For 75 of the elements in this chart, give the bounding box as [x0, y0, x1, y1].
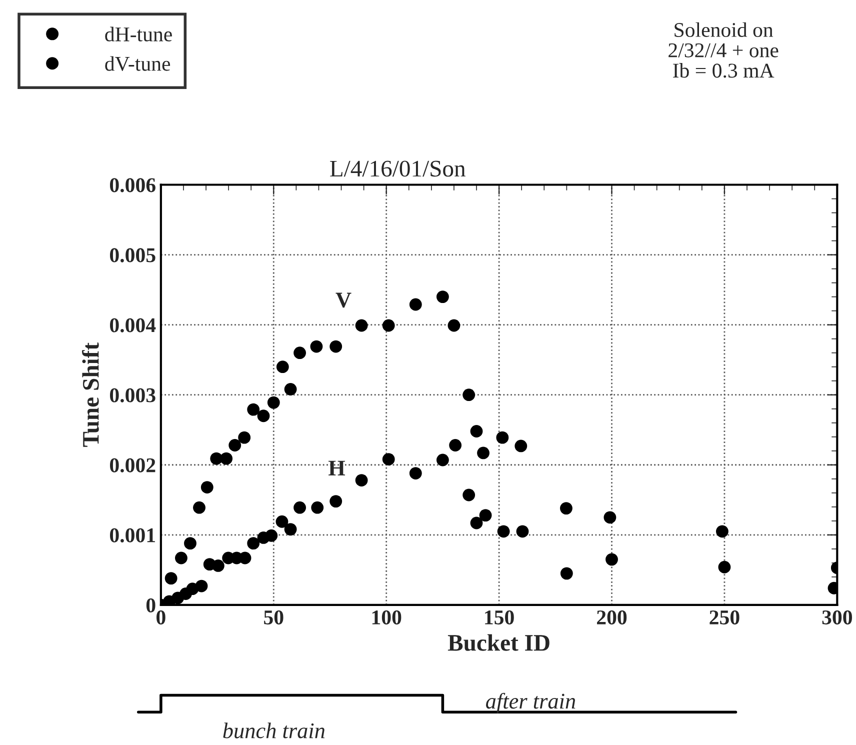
point — [436, 454, 449, 466]
point — [497, 525, 510, 538]
point — [716, 525, 728, 538]
point — [560, 567, 573, 580]
point — [238, 431, 251, 444]
point — [164, 572, 178, 585]
legend-label: dV-tune — [105, 56, 170, 71]
point — [294, 346, 306, 360]
point — [330, 340, 342, 353]
y-tick-label: 0.001 — [110, 528, 155, 542]
y-tick-label: 0 — [146, 598, 156, 612]
annotation: H — [328, 460, 346, 476]
x-tick-label: 0 — [156, 610, 166, 624]
point — [200, 481, 214, 494]
y-tick-label: 0.004 — [110, 318, 156, 332]
point — [311, 501, 324, 514]
x-tick-label: 50 — [264, 610, 284, 624]
point — [355, 474, 368, 486]
text: after train — [486, 692, 576, 714]
point — [175, 552, 188, 564]
point — [276, 360, 289, 374]
point — [284, 523, 297, 536]
point — [496, 431, 509, 444]
x-tick-label: 100 — [372, 610, 402, 624]
point — [436, 290, 449, 304]
annotation: V — [336, 292, 352, 308]
point — [462, 388, 476, 402]
point — [247, 403, 260, 416]
point — [604, 511, 616, 524]
point — [516, 525, 529, 538]
point — [294, 501, 306, 514]
y-axis-title: Tune Shift — [82, 342, 99, 447]
point — [220, 452, 233, 465]
point — [449, 439, 462, 452]
text: bunch train — [223, 722, 325, 738]
point — [330, 495, 342, 508]
x-tick-label: 150 — [485, 610, 514, 624]
point — [184, 537, 196, 550]
point — [265, 529, 278, 542]
point — [310, 340, 323, 353]
point — [477, 446, 490, 460]
chart-title: L/4/16/01/Son — [330, 160, 466, 177]
point — [470, 516, 483, 530]
point — [267, 396, 280, 409]
point — [470, 425, 483, 438]
x-axis-title: Bucket ID — [448, 634, 550, 651]
point — [409, 298, 422, 311]
point — [212, 560, 224, 572]
y-tick-label: 0.003 — [110, 388, 156, 402]
point — [284, 383, 297, 396]
point — [257, 410, 270, 422]
point — [606, 553, 618, 566]
point — [514, 440, 528, 452]
point — [560, 502, 572, 515]
point — [195, 580, 208, 592]
x-tick-label: 300 — [822, 610, 852, 624]
text: Solenoid on 2/32//4 + one Ib = 0.3 mA — [668, 22, 778, 78]
point — [276, 515, 288, 528]
x-tick-label: 250 — [710, 610, 740, 624]
point — [409, 467, 422, 480]
point — [355, 319, 368, 332]
y-tick-label: 0.006 — [110, 178, 156, 192]
point — [382, 319, 395, 332]
point — [718, 560, 731, 574]
point — [193, 501, 206, 514]
point — [247, 537, 260, 550]
point — [462, 488, 476, 502]
legend-label: dH-tune — [105, 26, 172, 42]
y-tick-label: 0.002 — [110, 458, 156, 472]
point — [448, 319, 460, 332]
y-tick-label: 0.005 — [110, 248, 156, 262]
x-tick-label: 200 — [597, 610, 627, 624]
point — [479, 509, 492, 522]
point — [228, 439, 242, 452]
point — [382, 453, 395, 466]
